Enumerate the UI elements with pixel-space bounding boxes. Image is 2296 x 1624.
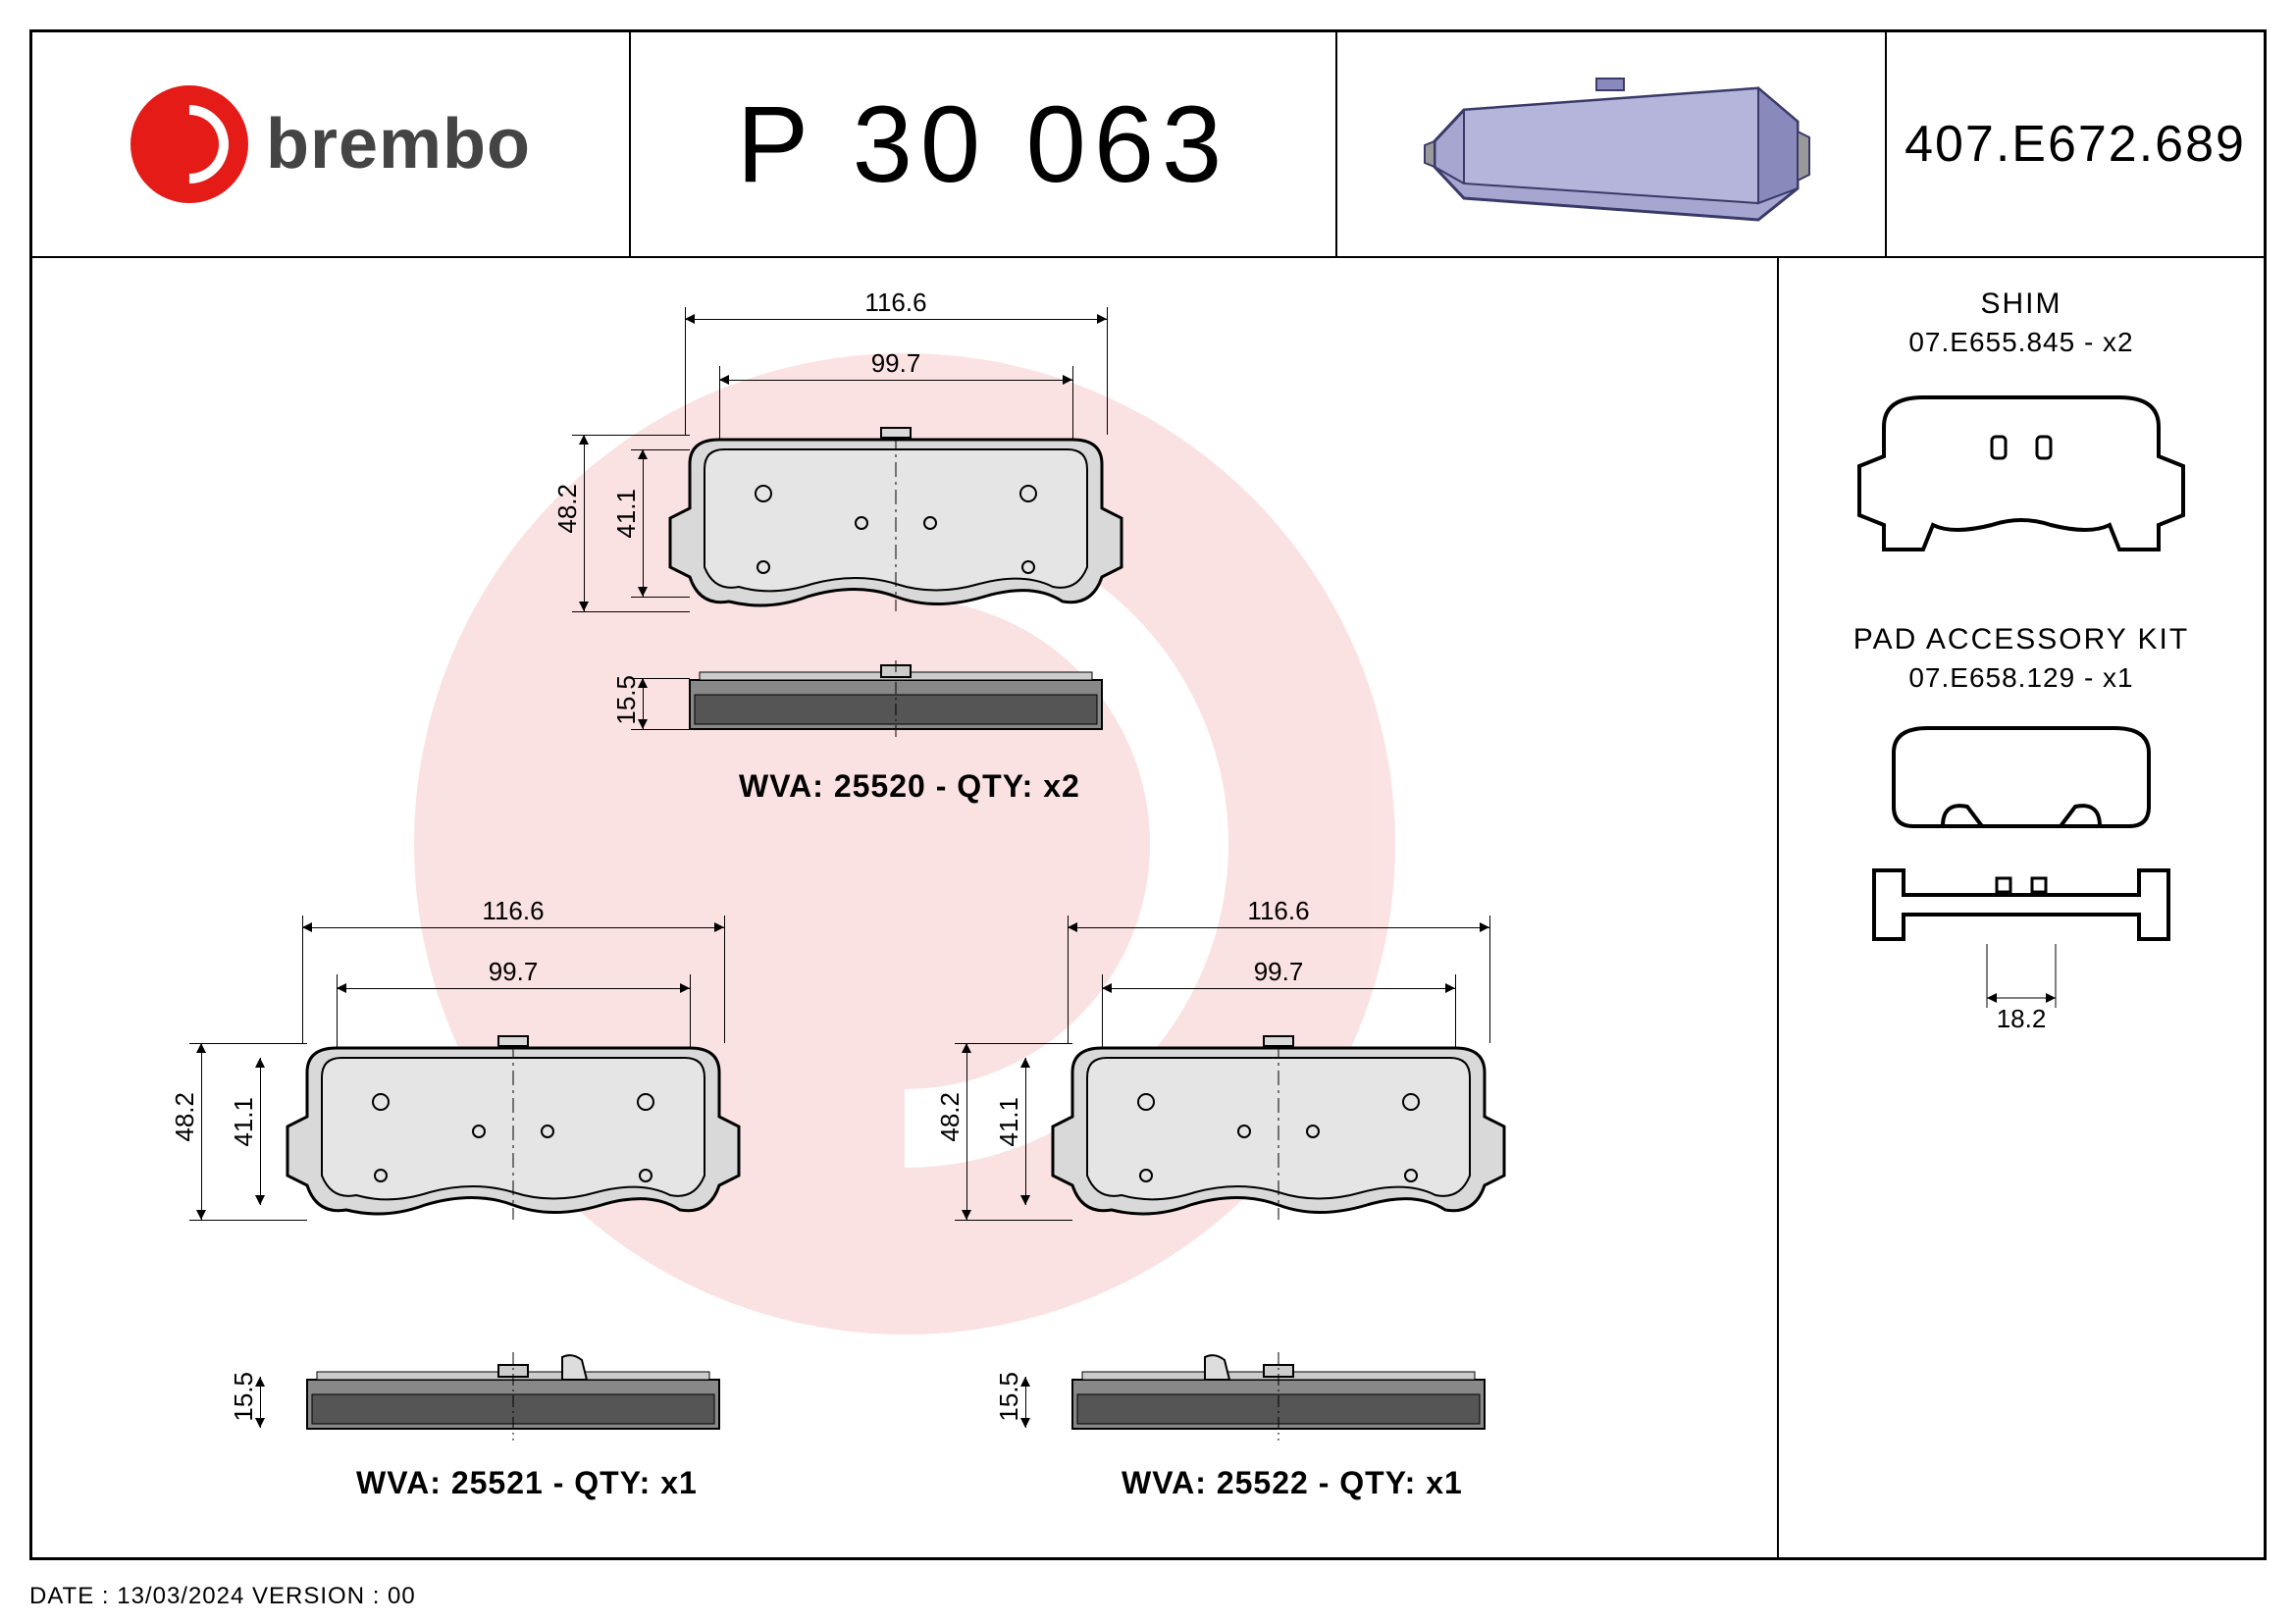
pad-top-view-icon — [258, 1352, 768, 1441]
wva-label: WVA: 25522 - QTY: x1 — [1122, 1465, 1463, 1501]
pad-top-view-icon — [641, 660, 1151, 739]
pad-front-view-icon — [1023, 1033, 1534, 1249]
footer-date-version: DATE : 13/03/2024 VERSION : 00 — [29, 1583, 416, 1610]
dim-width-outer: 116.6 — [1068, 896, 1489, 926]
accessory-title: PAD ACCESSORY KIT — [1779, 623, 2264, 656]
part-number: P 30 063 — [631, 32, 1337, 256]
body: 116.6 99.7 48.2 41.1 — [32, 258, 2264, 1559]
dim-height-inner: 41.1 — [994, 1097, 1024, 1147]
brand-cell: brembo — [32, 32, 631, 256]
brand-name: brembo — [266, 104, 531, 184]
dim-height-inner: 41.1 — [611, 489, 642, 539]
pad-front-view-icon — [641, 425, 1151, 641]
accessory-code: 07.E658.129 - x1 — [1779, 662, 2264, 694]
product-render-cell — [1337, 32, 1887, 256]
wva-label: WVA: 25521 - QTY: x1 — [356, 1465, 698, 1501]
brembo-logo-icon — [130, 85, 248, 203]
drawing-sheet: brembo P 30 063 407.E672.689 — [29, 29, 2267, 1560]
dim-width-inner: 99.7 — [1102, 957, 1455, 987]
dim-width-outer: 116.6 — [302, 896, 724, 926]
dim-width-inner: 99.7 — [719, 348, 1072, 379]
dim-height-outer: 48.2 — [170, 1092, 200, 1142]
dim-height-outer: 48.2 — [552, 484, 583, 534]
dim-width-inner: 99.7 — [337, 957, 690, 987]
side-panel: SHIM 07.E655.845 - x2 PAD ACCESSORY KIT … — [1779, 258, 2264, 1559]
drawing-code: 407.E672.689 — [1887, 32, 2264, 256]
wva-label: WVA: 25520 - QTY: x2 — [739, 768, 1080, 805]
main-panel: 116.6 99.7 48.2 41.1 — [32, 258, 1779, 1559]
accessory-dim-width: 18.2 — [1997, 1004, 2047, 1033]
shim-code: 07.E655.845 - x2 — [1779, 327, 2264, 358]
dim-height-outer: 48.2 — [935, 1092, 965, 1142]
header: brembo P 30 063 407.E672.689 — [32, 32, 2264, 258]
dim-width-outer: 116.6 — [685, 288, 1107, 318]
shim-icon — [1845, 378, 2198, 574]
brake-pad-3d-icon — [1405, 51, 1817, 237]
dim-height-inner: 41.1 — [229, 1097, 259, 1147]
pad-top-view-icon — [1023, 1352, 1534, 1441]
pad-front-view-icon — [258, 1033, 768, 1249]
shim-title: SHIM — [1779, 288, 2264, 321]
accessory-kit-icon: 18.2 — [1835, 713, 2208, 1067]
